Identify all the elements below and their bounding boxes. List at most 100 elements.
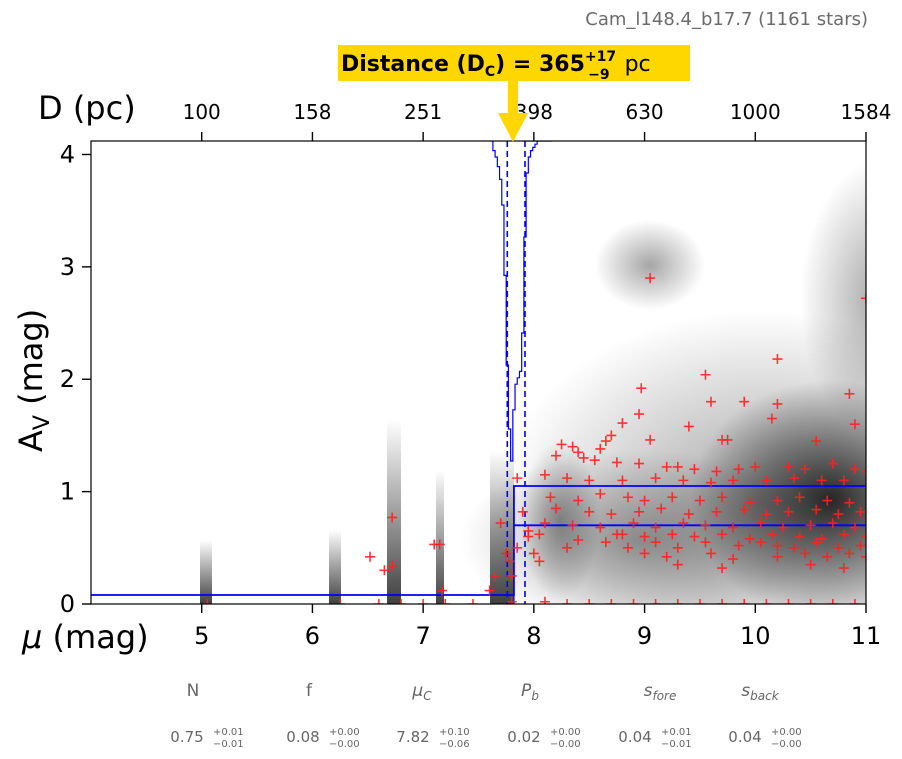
param-minus-error: −0.06 xyxy=(439,739,470,750)
star-marker xyxy=(772,551,783,562)
star-marker xyxy=(816,475,827,486)
star-marker xyxy=(766,413,777,424)
y-tick-label: 2 xyxy=(60,365,75,393)
param-symbol: N xyxy=(187,681,200,701)
star-marker xyxy=(844,388,855,399)
star-marker xyxy=(661,461,672,472)
x-tick-label: 8 xyxy=(526,622,541,650)
top-tick-label: 1000 xyxy=(730,100,781,124)
star-marker xyxy=(717,599,728,604)
param-plus-error: +0.00 xyxy=(329,727,360,738)
param-value: 0.04 xyxy=(618,728,651,746)
param-minus-error: −0.00 xyxy=(771,739,802,750)
star-marker xyxy=(794,492,805,503)
star-marker xyxy=(634,506,645,517)
star-marker xyxy=(861,466,866,477)
star-marker xyxy=(622,542,633,553)
param-minus-error: −0.00 xyxy=(550,739,581,750)
star-marker xyxy=(805,559,816,570)
star-marker xyxy=(816,533,827,544)
chart-title: Distance (DC) = 365+17 −9 pc xyxy=(341,49,651,83)
star-marker xyxy=(672,461,683,472)
star-marker xyxy=(387,560,398,571)
star-marker xyxy=(849,599,860,604)
star-marker xyxy=(700,369,711,380)
star-marker xyxy=(689,464,700,475)
star-marker xyxy=(855,540,866,551)
model-upper-line xyxy=(91,485,866,596)
star-marker xyxy=(467,599,478,604)
param-plus-error: +0.10 xyxy=(439,727,470,738)
star-marker xyxy=(783,461,794,472)
param-name: sfore xyxy=(644,681,677,703)
star-marker xyxy=(744,533,755,544)
star-marker xyxy=(706,548,716,559)
star-marker xyxy=(717,529,728,540)
star-marker xyxy=(822,551,833,562)
star-marker xyxy=(636,383,647,394)
x-tick-label: 5 xyxy=(194,622,209,650)
star-marker xyxy=(761,599,772,604)
star-marker xyxy=(379,565,390,576)
star-marker xyxy=(683,421,694,432)
star-marker xyxy=(650,599,661,604)
star-marker xyxy=(387,512,398,523)
param-name: sback xyxy=(741,681,779,703)
star-marker xyxy=(689,531,700,542)
star-marker xyxy=(755,537,766,548)
star-marker xyxy=(833,542,844,553)
title-main: Distance (D xyxy=(341,52,485,77)
title-value: ) = 365 xyxy=(495,52,585,77)
star-marker xyxy=(512,542,523,553)
star-marker xyxy=(600,436,611,447)
star-marker xyxy=(761,475,772,486)
star-marker xyxy=(562,542,573,553)
star-marker xyxy=(373,599,384,604)
param-value: 7.82 xyxy=(396,728,429,746)
star-marker xyxy=(617,529,628,540)
star-marker xyxy=(744,497,755,508)
star-marker xyxy=(617,475,628,486)
star-marker xyxy=(750,461,761,472)
star-marker xyxy=(418,599,429,604)
param-name: f xyxy=(306,681,313,701)
star-marker xyxy=(849,522,860,533)
star-marker xyxy=(573,447,584,458)
param-name: Pb xyxy=(521,681,539,703)
star-marker xyxy=(739,396,750,407)
star-marker xyxy=(639,495,650,506)
star-marker xyxy=(512,473,523,484)
star-marker xyxy=(584,475,595,486)
star-marker xyxy=(733,464,744,475)
star-marker xyxy=(838,529,849,540)
star-marker xyxy=(811,436,822,447)
star-marker xyxy=(789,542,800,553)
star-marker xyxy=(622,492,633,503)
x-axis-unit: (mag) xyxy=(42,618,148,656)
star-marker xyxy=(440,599,451,604)
star-marker xyxy=(827,599,838,604)
star-marker xyxy=(800,464,811,475)
star-marker xyxy=(504,556,515,567)
star-marker xyxy=(833,509,844,520)
top-tick-label: 630 xyxy=(625,100,663,124)
star-marker xyxy=(335,599,346,604)
star-marker xyxy=(650,522,661,533)
star-marker xyxy=(600,537,611,548)
star-marker xyxy=(772,354,783,365)
star-marker xyxy=(595,443,606,454)
star-marker xyxy=(755,518,766,529)
star-marker xyxy=(805,599,816,604)
star-marker xyxy=(717,492,728,503)
star-marker xyxy=(517,506,528,517)
param-value: 0.04 xyxy=(728,728,761,746)
param-symbol: μ xyxy=(411,681,423,701)
x-tick-label: 9 xyxy=(637,622,652,650)
title-unit: pc xyxy=(618,52,651,77)
param-symbol-sub: C xyxy=(423,689,432,703)
chart-subtitle: Cam_l148.4_b17.7 (1161 stars) xyxy=(585,9,868,30)
star-marker xyxy=(645,273,656,284)
star-marker xyxy=(506,570,517,581)
param-name: μC xyxy=(411,681,432,703)
star-marker xyxy=(861,551,866,562)
